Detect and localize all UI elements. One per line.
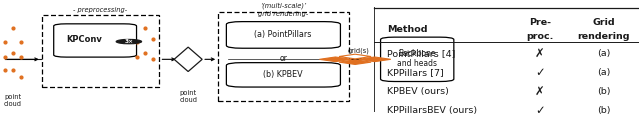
- Text: (b) KPBEV: (b) KPBEV: [263, 70, 303, 79]
- Polygon shape: [319, 57, 351, 62]
- Text: rendering: rendering: [577, 32, 630, 41]
- Text: (b): (b): [597, 87, 611, 96]
- Text: - preprocessing-: - preprocessing-: [73, 7, 127, 13]
- Text: ✗: ✗: [535, 85, 545, 98]
- Polygon shape: [339, 54, 371, 59]
- Text: KPBEV (ours): KPBEV (ours): [387, 87, 449, 96]
- Text: Method: Method: [387, 25, 428, 34]
- Polygon shape: [358, 57, 391, 62]
- Text: Grid: Grid: [592, 18, 615, 27]
- Text: KPPillarsBEV (ours): KPPillarsBEV (ours): [387, 106, 477, 115]
- Text: (a): (a): [597, 68, 611, 77]
- Text: ✓: ✓: [535, 66, 545, 79]
- Text: KPConv: KPConv: [67, 35, 102, 44]
- FancyBboxPatch shape: [54, 24, 136, 57]
- Text: ‘(multi-scale)’: ‘(multi-scale)’: [260, 2, 306, 9]
- Text: ✗: ✗: [535, 47, 545, 60]
- Text: 3×: 3×: [124, 39, 133, 44]
- Bar: [42, 15, 159, 87]
- Polygon shape: [339, 60, 371, 64]
- Text: PointPillars [4]: PointPillars [4]: [387, 49, 455, 58]
- Bar: [218, 12, 349, 102]
- Text: (b): (b): [597, 106, 611, 115]
- FancyBboxPatch shape: [227, 22, 340, 48]
- Text: (a): (a): [597, 49, 611, 58]
- Circle shape: [116, 39, 141, 44]
- Text: (a) PointPillars: (a) PointPillars: [254, 30, 312, 39]
- Text: grid(s): grid(s): [348, 48, 369, 54]
- Text: or: or: [279, 54, 287, 63]
- Polygon shape: [174, 47, 202, 72]
- Text: KPPillars [7]: KPPillars [7]: [387, 68, 444, 77]
- Text: Backbone
and heads: Backbone and heads: [397, 49, 437, 68]
- Text: ✓: ✓: [535, 104, 545, 117]
- Text: Pre-: Pre-: [529, 18, 551, 27]
- Text: proc.: proc.: [526, 32, 554, 41]
- Text: point
cloud: point cloud: [4, 94, 22, 107]
- FancyBboxPatch shape: [227, 63, 340, 87]
- FancyBboxPatch shape: [381, 37, 454, 82]
- Text: point
cloud: point cloud: [179, 90, 197, 103]
- Text: grid rendering-: grid rendering-: [258, 11, 308, 17]
